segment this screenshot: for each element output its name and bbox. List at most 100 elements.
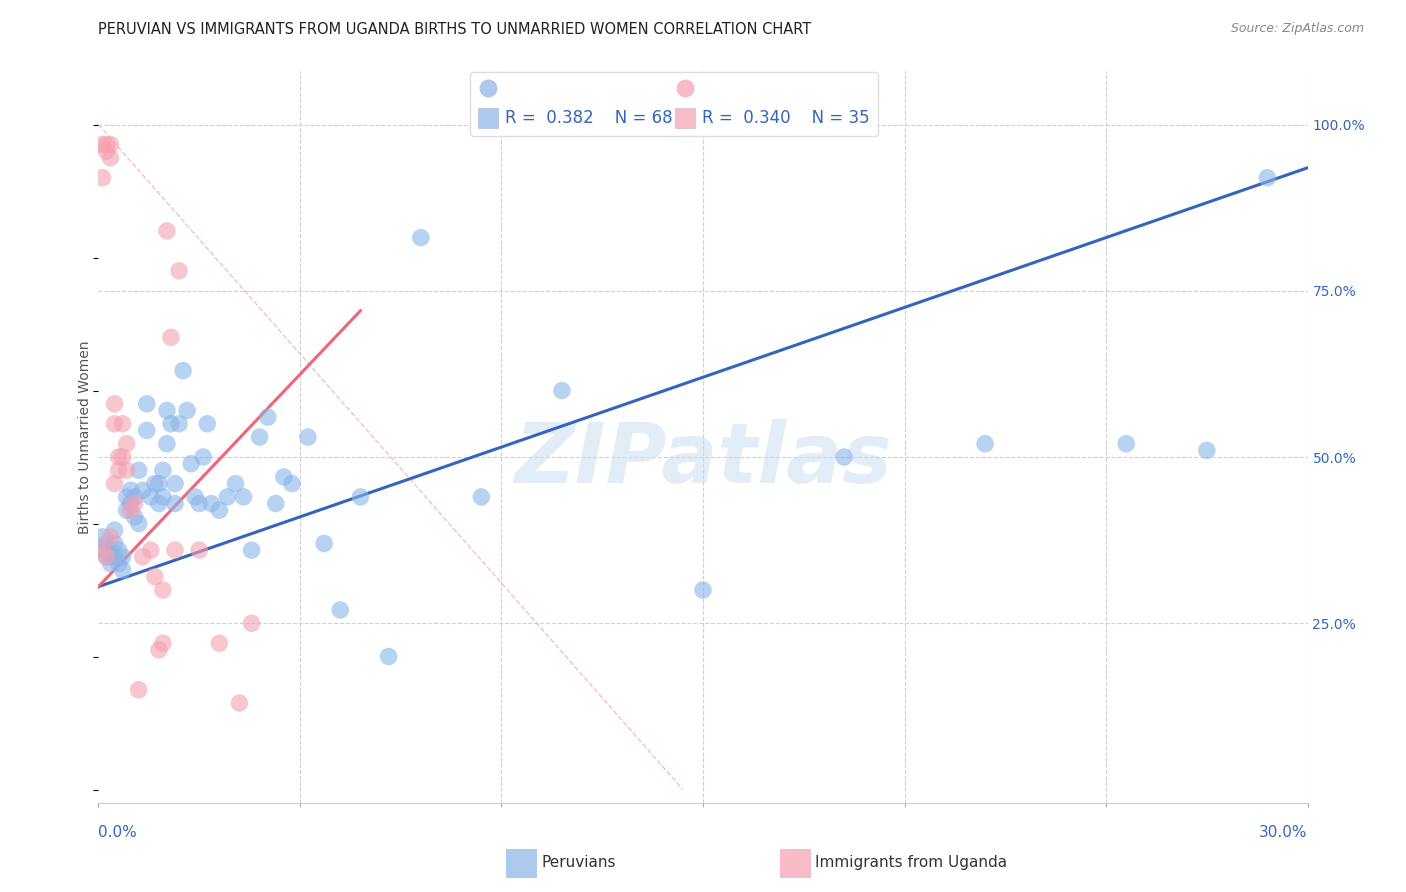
Point [152,490,174,504]
Point [100,530,122,544]
Point [148,643,170,657]
Point [100,137,122,152]
Point [240,543,263,558]
Point [128,682,150,697]
Point [107,463,129,477]
Point [156,403,179,417]
Point [111,450,134,464]
Point [349,490,371,504]
Point [167,264,190,278]
Point [135,424,157,438]
Point [124,490,146,504]
Point [96,536,118,550]
Point [91,543,114,558]
Point [470,490,492,504]
Point [128,463,150,477]
Text: Immigrants from Uganda: Immigrants from Uganda [815,855,1008,870]
Point [160,417,183,431]
Point [124,497,146,511]
Text: ZIPatlas: ZIPatlas [515,418,891,500]
Point [107,557,129,571]
Point [409,230,432,244]
Point [139,490,162,504]
Point [124,509,146,524]
Point [281,476,304,491]
Text: PERUVIAN VS IMMIGRANTS FROM UGANDA BIRTHS TO UNMARRIED WOMEN CORRELATION CHART: PERUVIAN VS IMMIGRANTS FROM UGANDA BIRTH… [98,22,811,37]
Point [224,476,246,491]
Point [208,636,231,650]
Point [96,549,118,564]
Point [91,137,114,152]
Legend: , R =  0.382    N = 68, , R =  0.340    N = 35: , R = 0.382 N = 68, , R = 0.340 N = 35 [470,72,879,136]
Point [217,490,239,504]
Point [273,470,295,484]
Point [314,536,336,550]
Point [115,463,138,477]
Point [228,696,250,710]
Point [103,476,125,491]
Point [256,410,278,425]
Point [120,483,142,498]
Point [132,483,155,498]
Point [152,582,174,597]
Point [195,417,218,431]
Point [160,330,183,344]
Point [832,450,855,464]
Y-axis label: Births to Unmarried Women: Births to Unmarried Women [79,341,93,533]
Point [120,497,142,511]
Point [176,403,198,417]
Point [128,516,150,531]
Point [167,417,190,431]
Point [96,144,118,158]
Point [120,503,142,517]
Point [232,490,254,504]
Point [139,543,162,558]
Point [103,417,125,431]
Point [249,430,271,444]
Point [188,543,211,558]
Point [1256,170,1278,185]
Point [1115,436,1137,450]
Point [143,476,166,491]
Point [297,430,319,444]
Point [156,436,179,450]
Point [100,151,122,165]
Point [96,549,118,564]
Point [103,536,125,550]
Point [148,476,170,491]
Point [188,497,211,511]
Point [96,137,118,152]
Point [551,384,574,398]
Point [200,497,222,511]
Point [107,450,129,464]
Point [692,582,714,597]
Point [103,397,125,411]
Point [103,523,125,537]
Point [329,603,352,617]
Point [103,549,125,564]
Text: 30.0%: 30.0% [1260,825,1308,840]
Point [264,497,287,511]
Point [107,543,129,558]
Point [100,543,122,558]
Point [135,397,157,411]
Point [152,463,174,477]
Point [115,490,138,504]
Point [148,497,170,511]
Point [91,530,114,544]
Point [111,549,134,564]
Point [100,557,122,571]
Text: Source: ZipAtlas.com: Source: ZipAtlas.com [1230,22,1364,36]
Point [91,543,114,558]
Point [193,450,215,464]
Point [152,636,174,650]
Point [132,549,155,564]
Point [111,563,134,577]
Point [377,649,399,664]
Point [240,616,263,631]
Text: Peruvians: Peruvians [541,855,616,870]
Point [163,476,186,491]
Point [184,490,207,504]
Point [143,570,166,584]
Point [172,363,194,377]
